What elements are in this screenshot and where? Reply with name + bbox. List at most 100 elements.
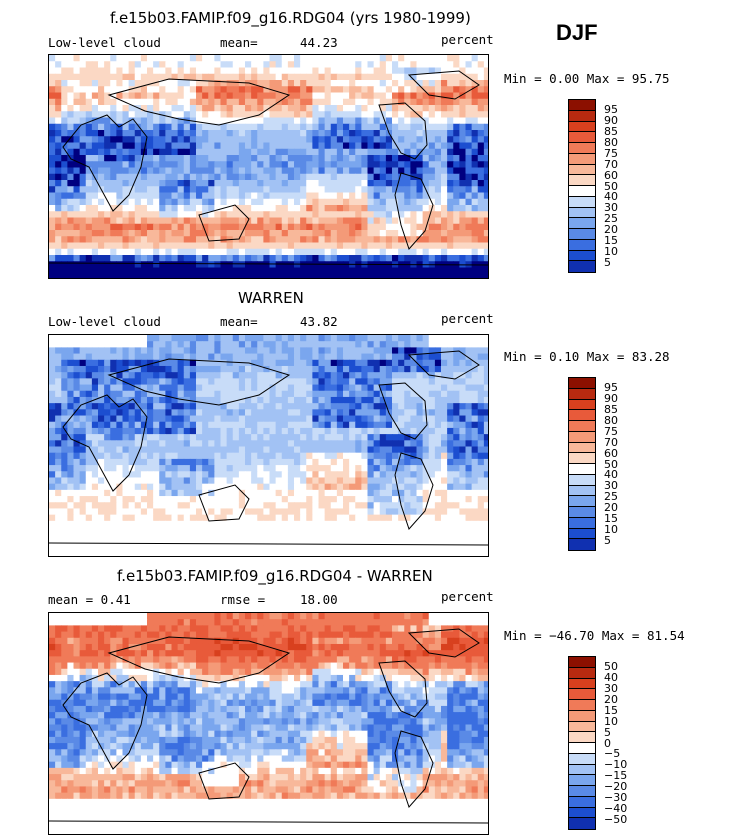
map-cell [306, 273, 313, 278]
map-cell [177, 155, 185, 162]
map-cell [324, 452, 332, 460]
map-cell [330, 192, 338, 200]
map-cell [318, 384, 326, 392]
map-cell [165, 55, 173, 62]
map-cell [367, 117, 375, 125]
map-cell [465, 341, 473, 348]
map-cell [281, 359, 289, 367]
map-cell [281, 477, 289, 485]
map-cell [385, 465, 393, 472]
map-cell [287, 67, 295, 75]
map-cell [355, 396, 362, 404]
map-cell [104, 508, 111, 516]
map-cell [183, 236, 191, 244]
map-cell [67, 465, 75, 472]
map-cell [416, 384, 424, 392]
map-cell [189, 105, 197, 112]
map-cell [128, 55, 136, 62]
map-cell [373, 502, 381, 510]
map-cell [196, 80, 203, 87]
map-cell [300, 248, 307, 256]
map-cell [104, 130, 111, 137]
map-cell [55, 421, 62, 429]
map-cell [134, 390, 142, 398]
map-cell [318, 67, 326, 75]
map-cell [208, 390, 215, 398]
map-cell [404, 409, 411, 417]
map-cell [318, 80, 326, 87]
map-cell [134, 230, 142, 237]
map-cell [355, 255, 362, 262]
map-cell [459, 211, 467, 219]
map-cell [147, 427, 154, 435]
map-cell [238, 415, 246, 423]
map-cell [134, 261, 142, 269]
map-cell [79, 335, 87, 342]
map-cell [263, 167, 271, 175]
map-cell [73, 347, 81, 355]
map-cell [91, 527, 99, 534]
panel-1-colorbar [568, 99, 596, 273]
map-cell [263, 117, 271, 125]
map-cell [238, 471, 246, 479]
map-cell [165, 458, 173, 466]
map-cell [275, 365, 283, 373]
map-cell [147, 230, 154, 237]
map-cell [336, 73, 344, 81]
map-cell [257, 217, 264, 225]
map-cell [226, 527, 234, 534]
map-cell [416, 508, 424, 516]
map-cell [428, 384, 436, 392]
map-cell [294, 527, 301, 534]
map-cell [177, 390, 185, 398]
map-cell [196, 477, 203, 485]
map-cell [251, 161, 258, 169]
map-cell [171, 427, 179, 435]
map-cell [312, 465, 320, 472]
map-cell [379, 205, 387, 212]
map-cell [373, 415, 381, 423]
map-cell [324, 508, 332, 516]
map-cell [49, 403, 56, 410]
map-cell [61, 123, 68, 131]
map-cell [55, 148, 62, 156]
map-cell [171, 273, 179, 278]
map-cell [147, 489, 154, 497]
map-cell [306, 458, 313, 466]
map-cell [355, 421, 362, 429]
map-cell [61, 452, 68, 460]
map-cell [324, 186, 332, 194]
map-cell [202, 236, 209, 244]
map-cell [465, 502, 473, 510]
map-cell [447, 421, 454, 429]
map-cell [257, 155, 264, 162]
map-cell [385, 427, 393, 435]
map-cell [55, 372, 62, 379]
map-cell [128, 409, 136, 417]
map-cell [281, 458, 289, 466]
map-cell [324, 446, 332, 454]
map-cell [410, 230, 418, 237]
map-cell [324, 465, 332, 472]
map-cell [202, 434, 209, 441]
map-cell [189, 415, 197, 423]
map-cell [428, 267, 436, 275]
map-cell [447, 365, 454, 373]
map-cell [324, 396, 332, 404]
map-cell [196, 458, 203, 466]
map-cell [122, 452, 130, 460]
map-cell [281, 161, 289, 169]
map-cell [257, 427, 264, 435]
map-cell [226, 341, 234, 348]
map-cell [220, 136, 228, 144]
map-cell [477, 180, 485, 187]
map-cell [245, 508, 252, 516]
map-cell [379, 267, 387, 275]
map-cell [147, 335, 154, 342]
map-cell [171, 198, 179, 206]
map-cell [49, 465, 56, 472]
map-cell [98, 105, 105, 112]
map-cell [122, 477, 130, 485]
map-cell [67, 458, 75, 466]
map-cell [110, 533, 117, 541]
